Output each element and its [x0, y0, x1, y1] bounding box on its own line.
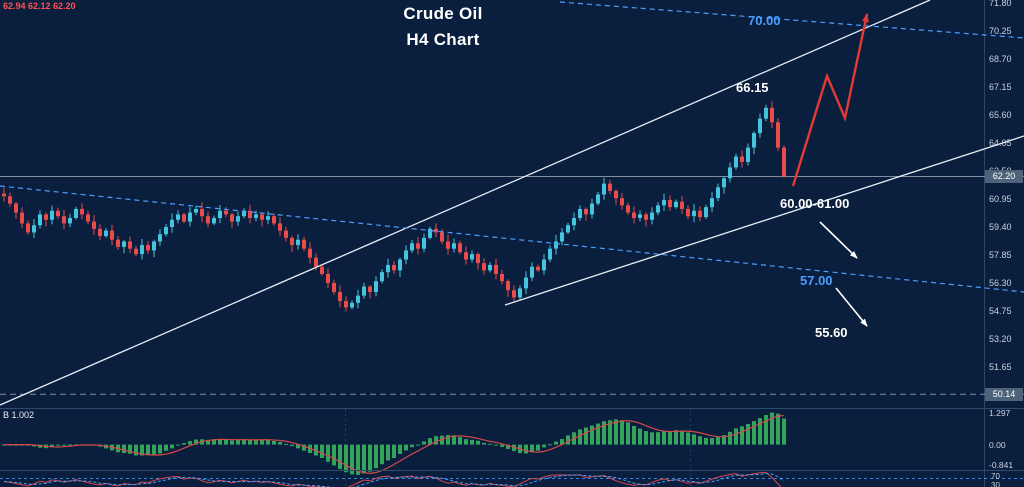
- price-axis-label: 51.65: [989, 361, 1012, 372]
- price-axis-label: 70.25: [989, 26, 1012, 37]
- price-axis-label: 53.20: [989, 333, 1012, 344]
- oscillator-signal-line: [4, 414, 785, 474]
- price-axis-label: 54.75: [989, 305, 1012, 316]
- scenario-arrows: [791, 13, 869, 327]
- price-axis-label: 71.80: [989, 0, 1012, 9]
- lower-osc-signal-line: [3, 472, 785, 487]
- price-axis-label: 64.05: [989, 138, 1012, 149]
- panel-separator-top: [0, 408, 1024, 409]
- descending-resistance-mid-dashed: [0, 185, 1024, 293]
- lower-panel-axis-label: 30: [991, 481, 1000, 487]
- panel-separator-bottom: [0, 470, 1024, 471]
- lower-panel-axis-label: 70: [991, 472, 1000, 481]
- level-label-57: 57.00: [800, 273, 833, 288]
- bullish-projection-path: [791, 13, 869, 187]
- price-axis-label: 56.30: [989, 278, 1012, 288]
- price-axis-label: 60.95: [989, 194, 1012, 205]
- zone-label-60-61: 60.00-61.00: [780, 196, 850, 211]
- trendlines: [0, 0, 1024, 406]
- price-axis-label: 67.15: [989, 82, 1012, 93]
- axis-separator: [984, 0, 985, 487]
- oscillator-axis-label: 0.00: [989, 439, 1006, 450]
- price-axis-label: 59.40: [989, 222, 1012, 232]
- ascending-channel-lower: [504, 135, 1024, 306]
- bearish-scenario-arrow-2: [835, 287, 868, 327]
- oscillator-indicator-label: B 1.002: [3, 410, 35, 420]
- level-price-tag: 50.14: [985, 388, 1023, 401]
- level-label-70: 70.00: [748, 13, 781, 28]
- current-price-tag: 62.20: [985, 170, 1023, 183]
- price-axis-label: 57.85: [989, 250, 1012, 260]
- oscillator-axis-label: 1.297: [989, 407, 1011, 418]
- lower-oscillator: [0, 471, 1024, 487]
- candlestick-series: [2, 101, 786, 312]
- background-grid: [0, 175, 1024, 487]
- oscillator-histogram: [2, 412, 786, 475]
- oscillator-axis-label: -0.841: [989, 460, 1014, 471]
- price-axis-label: 65.60: [989, 110, 1012, 121]
- chart-title-line1: Crude Oil: [403, 4, 483, 23]
- descending-resistance-upper-dashed: [559, 1, 1024, 39]
- chart-title-line2: H4 Chart: [406, 30, 480, 49]
- price-axis-label: 68.70: [989, 54, 1012, 65]
- bearish-scenario-arrow-1: [819, 221, 858, 259]
- level-label-55-60: 55.60: [815, 325, 848, 340]
- bid-ask-quote: 62.94 62.12 62.20: [3, 1, 76, 11]
- ascending-channel-upper: [0, 0, 931, 406]
- level-label-66-15: 66.15: [736, 80, 769, 95]
